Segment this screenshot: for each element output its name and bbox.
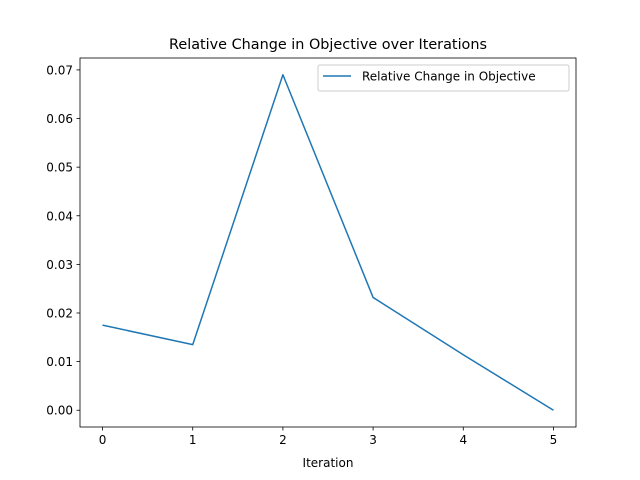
series-layer [102,74,554,411]
y-tick-label: 0.04 [46,209,73,223]
y-tick-label: 0.00 [46,404,73,418]
x-tick-label: 3 [369,433,377,447]
series-line [102,74,554,411]
x-tick-label: 5 [550,433,558,447]
y-tick-label: 0.05 [46,161,73,175]
y-axis: 0.00 0.01 0.02 0.03 0.04 0.05 0.06 0.07 [46,63,80,418]
y-tick-label: 0.02 [46,306,73,320]
legend-frame [317,64,570,92]
x-axis: 0 1 2 3 4 5 [99,427,558,447]
x-axis-label: Iteration [303,456,354,470]
axes-frame [79,57,577,428]
x-tick-label: 0 [99,433,107,447]
x-tick-label: 2 [279,433,287,447]
legend: Relative Change in Objective [317,64,570,92]
x-tick-label: 4 [459,433,467,447]
chart-title: Relative Change in Objective over Iterat… [169,37,487,53]
y-tick-label: 0.07 [46,63,73,77]
y-tick-label: 0.01 [46,355,73,369]
x-tick-label: 1 [189,433,197,447]
y-tick-label: 0.03 [46,258,73,272]
legend-label: Relative Change in Objective [362,70,536,84]
plot-area [79,57,577,428]
y-tick-label: 0.06 [46,112,73,126]
